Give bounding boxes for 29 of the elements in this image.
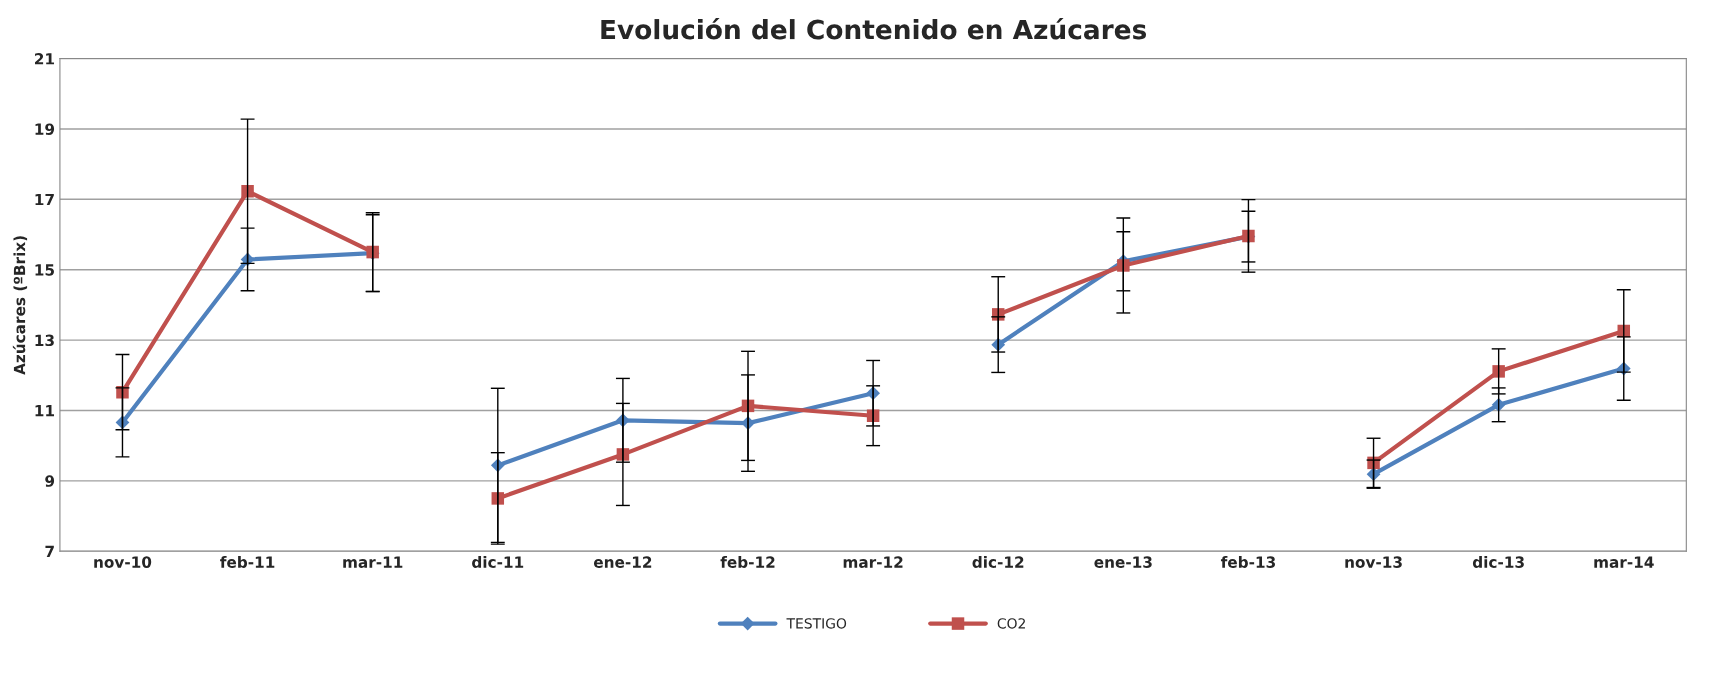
y-tick-label: 21: [35, 53, 55, 65]
point: [1492, 365, 1505, 378]
x-tick-label: dic-11: [472, 556, 524, 568]
point: [491, 492, 505, 505]
x-tick-label: nov-10: [94, 556, 152, 568]
x-tick-label: nov-13: [1345, 556, 1402, 568]
legend-label: TESTIGO: [786, 618, 847, 629]
x-tick-label: feb-13: [1220, 556, 1275, 568]
x-tick-label: feb-12: [720, 556, 775, 568]
chart-title: Evolución del Contenido en Azúcares: [601, 18, 1147, 40]
x-tick-label: mar-11: [343, 556, 403, 568]
y-tick-label: 9: [45, 475, 55, 487]
legend-label: CO2: [997, 618, 1025, 629]
y-tick-label: 15: [35, 264, 54, 276]
y-tick-label: 7: [45, 545, 54, 557]
y-tick-label: 13: [35, 334, 54, 347]
x-tick-label: dic-12: [972, 556, 1024, 568]
x-tick-label: mar-14: [1594, 556, 1654, 568]
x-tick-label: mar-12: [843, 556, 903, 568]
point: [241, 184, 254, 198]
y-axis-title: Azúcares (ºBrix): [12, 236, 28, 375]
x-tick-label: feb-11: [220, 556, 275, 568]
y-tick-label: 17: [35, 193, 54, 206]
y-tick-label: 19: [35, 123, 55, 135]
y-tick-label: 11: [35, 405, 55, 417]
x-tick-label: ene-13: [1094, 556, 1152, 568]
point: [1117, 259, 1130, 272]
x-tick-label: ene-12: [593, 556, 652, 568]
x-tick-label: dic-13: [1472, 556, 1524, 568]
